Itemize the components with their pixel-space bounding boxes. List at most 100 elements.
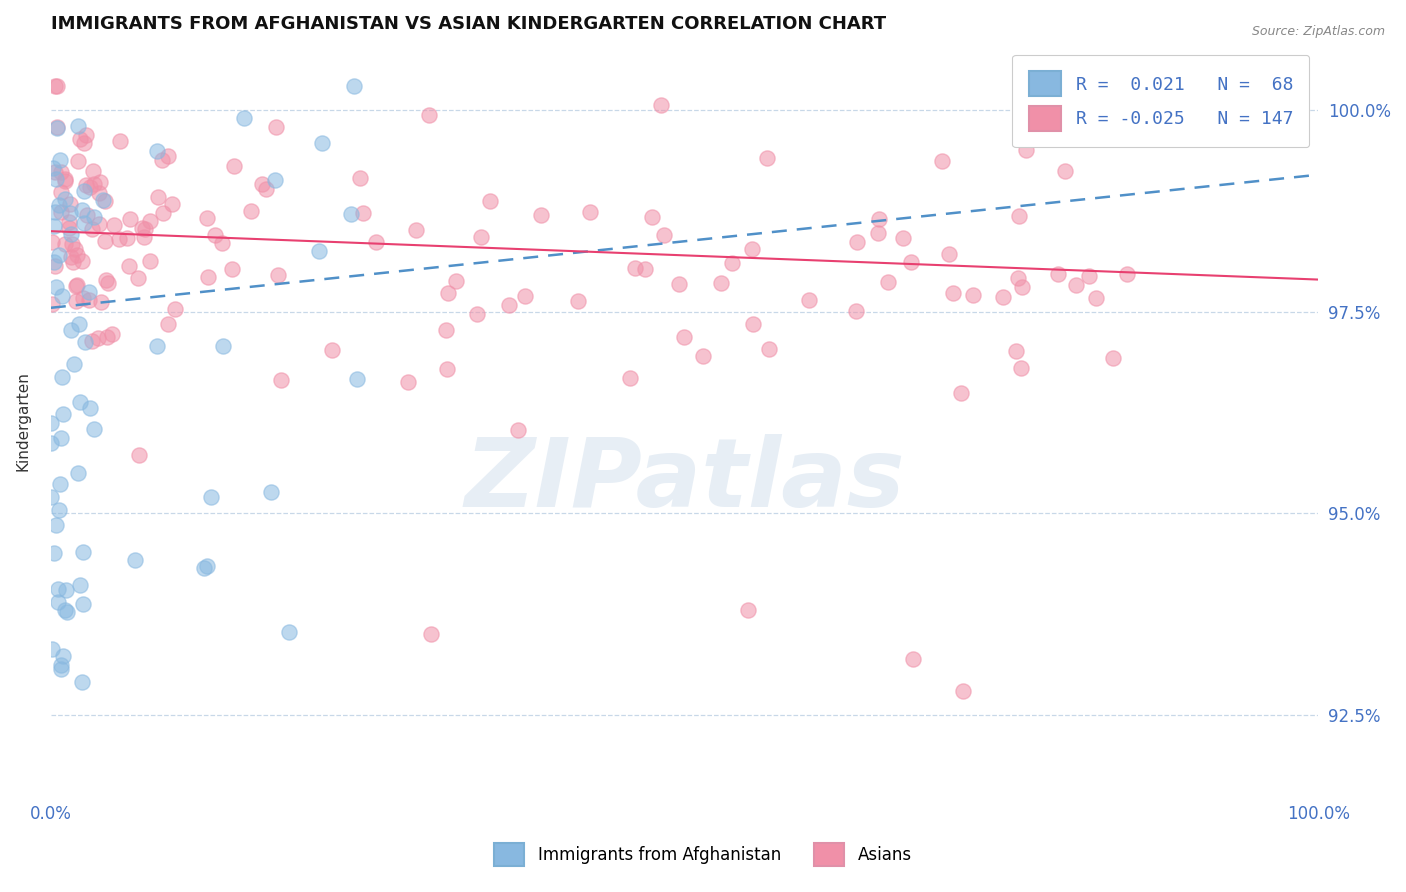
Point	[49, 153, 72, 167]
Point	[420, 627, 443, 641]
Point	[193, 561, 215, 575]
Point	[118, 211, 141, 226]
Point	[87, 331, 110, 345]
Point	[53, 237, 76, 252]
Point	[48, 477, 70, 491]
Point	[444, 274, 467, 288]
Point	[1007, 271, 1029, 285]
Point	[260, 485, 283, 500]
Point	[66, 278, 89, 293]
Point	[513, 289, 536, 303]
Point	[45, 518, 67, 533]
Point	[405, 222, 427, 236]
Point	[67, 467, 90, 481]
Point	[46, 120, 69, 135]
Point	[82, 164, 104, 178]
Legend: R =  0.021   N =  68, R = -0.025   N = 147: R = 0.021 N = 68, R = -0.025 N = 147	[1012, 54, 1309, 147]
Point	[1085, 291, 1108, 305]
Point	[118, 259, 141, 273]
Point	[877, 275, 900, 289]
Point	[1116, 267, 1139, 281]
Point	[39, 436, 62, 450]
Point	[39, 417, 62, 431]
Point	[1064, 277, 1087, 292]
Point	[63, 242, 86, 256]
Point	[270, 373, 292, 387]
Point	[195, 211, 218, 226]
Point	[44, 546, 66, 560]
Point	[101, 327, 124, 342]
Point	[741, 242, 763, 256]
Point	[232, 111, 254, 125]
Point	[254, 181, 277, 195]
Point	[942, 286, 965, 301]
Point	[437, 286, 460, 301]
Point	[146, 190, 169, 204]
Point	[741, 317, 763, 331]
Point	[479, 194, 502, 208]
Point	[797, 293, 820, 307]
Point	[650, 97, 672, 112]
Point	[94, 194, 117, 208]
Point	[59, 250, 82, 264]
Point	[49, 432, 72, 446]
Point	[66, 154, 89, 169]
Point	[45, 171, 67, 186]
Point	[48, 197, 70, 211]
Point	[710, 277, 733, 291]
Point	[89, 175, 111, 189]
Point	[72, 545, 94, 559]
Point	[346, 372, 368, 386]
Point	[56, 605, 79, 619]
Point	[51, 289, 73, 303]
Point	[654, 228, 676, 243]
Point	[952, 684, 974, 698]
Point	[103, 219, 125, 233]
Point	[418, 108, 440, 122]
Point	[83, 422, 105, 436]
Point	[96, 273, 118, 287]
Point	[73, 136, 96, 150]
Point	[352, 206, 374, 220]
Point	[49, 204, 72, 219]
Point	[59, 197, 82, 211]
Point	[46, 120, 69, 135]
Point	[51, 370, 73, 384]
Point	[530, 209, 553, 223]
Point	[278, 624, 301, 639]
Point	[48, 248, 70, 262]
Point	[69, 578, 91, 592]
Text: IMMIGRANTS FROM AFGHANISTAN VS ASIAN KINDERGARTEN CORRELATION CHART: IMMIGRANTS FROM AFGHANISTAN VS ASIAN KIN…	[51, 15, 886, 33]
Point	[1054, 164, 1077, 178]
Point	[156, 317, 179, 331]
Point	[72, 291, 94, 305]
Point	[70, 674, 93, 689]
Point	[49, 662, 72, 676]
Point	[221, 262, 243, 277]
Point	[80, 334, 103, 348]
Point	[89, 186, 111, 201]
Point	[41, 642, 63, 657]
Point	[668, 277, 690, 292]
Point	[44, 259, 66, 273]
Point	[73, 184, 96, 198]
Point	[931, 153, 953, 168]
Point	[266, 120, 288, 134]
Point	[139, 253, 162, 268]
Point	[163, 302, 186, 317]
Point	[737, 603, 759, 617]
Point	[623, 260, 645, 275]
Point	[131, 221, 153, 235]
Point	[195, 558, 218, 573]
Point	[498, 298, 520, 312]
Point	[1102, 351, 1125, 366]
Point	[82, 222, 104, 236]
Point	[115, 230, 138, 244]
Point	[266, 268, 288, 283]
Point	[83, 211, 105, 225]
Legend: Immigrants from Afghanistan, Asians: Immigrants from Afghanistan, Asians	[486, 835, 920, 875]
Point	[1008, 209, 1031, 223]
Point	[93, 194, 115, 208]
Point	[349, 170, 371, 185]
Point	[58, 220, 80, 235]
